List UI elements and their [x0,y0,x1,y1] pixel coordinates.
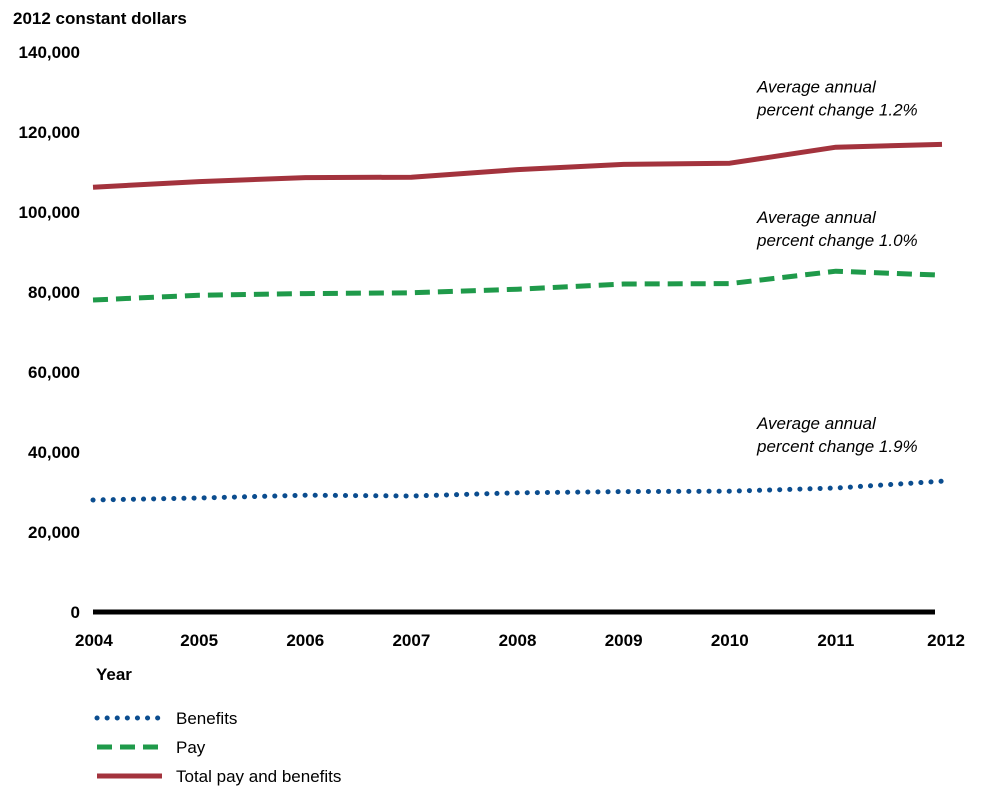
y-tick-label: 0 [71,603,80,622]
legend-label-pay: Pay [176,738,206,757]
y-axis-ticks: 0 20,000 40,000 60,000 80,000 100,000 120,000 1… [19,43,80,622]
x-axis-ticks: 2004 2005 2006 2007 2008 2009 2010 2011 2012 [75,631,965,650]
y-tick-label: 120,000 [19,123,80,142]
series-line-pay [92,268,943,303]
annotation-line1: Average annual [756,208,877,227]
legend-label-total: Total pay and benefits [176,767,341,786]
series-line-benefits [90,478,945,503]
y-tick-label: 140,000 [19,43,80,62]
y-tick-label: 40,000 [28,443,80,462]
y-tick-label: 100,000 [19,203,80,222]
annotation-line1: Average annual [756,414,877,433]
x-tick-label: 2012 [927,631,965,650]
annotation-line2: percent change 1.9% [756,437,918,456]
x-axis-title: Year [96,665,132,684]
legend-label-benefits: Benefits [176,709,237,728]
y-tick-label: 80,000 [28,283,80,302]
y-tick-label: 60,000 [28,363,80,382]
y-tick-label: 20,000 [28,523,80,542]
y-axis-title: 2012 constant dollars [13,9,187,28]
x-tick-label: 2005 [180,631,218,650]
x-tick-label: 2007 [392,631,430,650]
legend: Benefits Pay Total pay and benefits [94,709,341,786]
annotations: Average annual percent change 1.2% Average… [756,77,918,456]
x-tick-label: 2010 [711,631,749,650]
annotation-line1: Average annual [756,77,877,96]
annotation-line2: percent change 1.0% [756,231,918,250]
x-tick-label: 2008 [499,631,537,650]
x-tick-label: 2006 [286,631,324,650]
x-tick-label: 2009 [605,631,643,650]
series-line-total [92,141,943,190]
x-tick-label: 2011 [817,631,854,650]
annotation-line2: percent change 1.2% [756,100,918,119]
x-tick-label: 2004 [75,631,113,650]
series-lines [90,141,945,503]
